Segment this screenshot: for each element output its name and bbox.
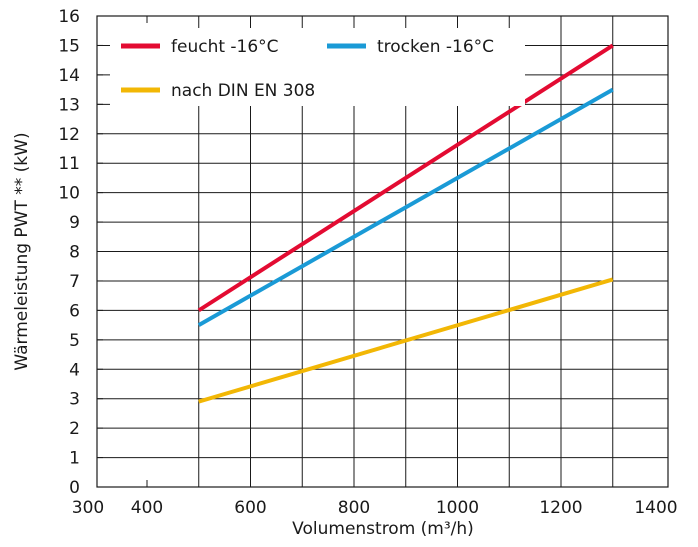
x-tick-label: 800 — [338, 498, 370, 518]
y-tick-label: 12 — [58, 125, 80, 145]
y-tick-label: 14 — [58, 66, 80, 86]
x-axis-label: Volumenstrom (m³/h) — [292, 519, 474, 539]
x-tick-label: 600 — [234, 498, 266, 518]
y-tick-label: 5 — [69, 331, 80, 351]
series-line-2 — [197, 87, 614, 327]
y-tick-label: 15 — [58, 36, 80, 56]
legend-label-1: feucht -16°C — [171, 37, 279, 57]
y-tick-label: 10 — [58, 184, 80, 204]
x-tick-label: 1000 — [436, 498, 479, 518]
y-tick-label: 13 — [58, 95, 80, 115]
y-tick-label: 2 — [69, 419, 80, 439]
y-tick-label: 9 — [69, 213, 80, 233]
y-axis-label: Wärmeleistung PWT ** (kW) — [12, 132, 32, 370]
y-tick-label: 7 — [69, 272, 80, 292]
plot-border — [96, 15, 669, 488]
y-tick-label: 3 — [69, 390, 80, 410]
y-tick-label: 8 — [69, 243, 80, 263]
y-tick-label: 1 — [69, 449, 80, 469]
x-tick-label: 1200 — [539, 498, 582, 518]
y-tick-label: 16 — [58, 7, 80, 27]
legend: feucht -16°C trocken -16°C nach DIN EN 308 — [110, 28, 525, 106]
y-tick-label: 6 — [69, 301, 80, 321]
x-tick-label: 400 — [131, 498, 163, 518]
series-line-3 — [198, 277, 614, 404]
legend-label-3: nach DIN EN 308 — [171, 81, 315, 101]
y-tick-label: 11 — [58, 154, 80, 174]
x-tick-label: 1400 — [634, 498, 677, 518]
x-tick-label: 300 — [72, 498, 104, 518]
legend-label-2: trocken -16°C — [377, 37, 494, 57]
y-tick-label: 4 — [69, 360, 80, 380]
plot-frame — [96, 15, 669, 488]
series-lines — [197, 43, 614, 404]
series-line-1 — [197, 43, 614, 313]
y-tick-label: 0 — [69, 478, 80, 498]
legend-background — [110, 28, 525, 106]
